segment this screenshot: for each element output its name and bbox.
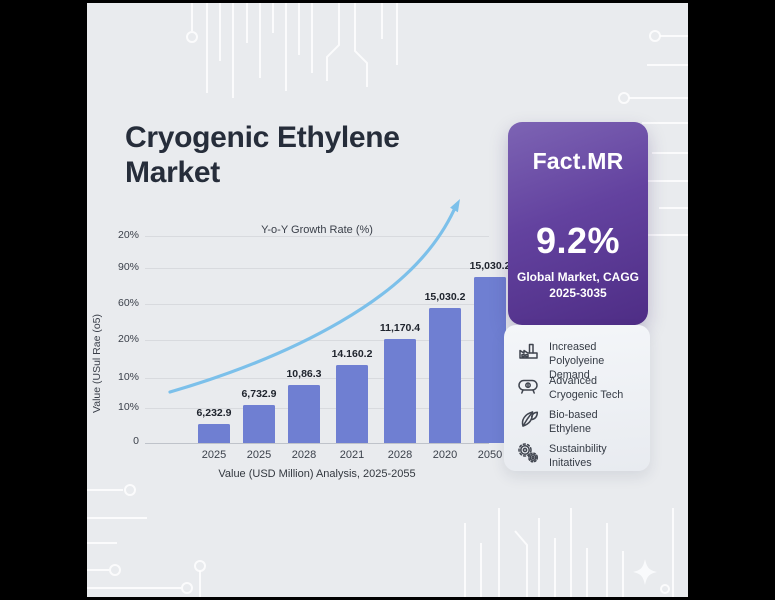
circuit-pattern-decoration: [87, 3, 688, 597]
y-tick-label: 10%: [117, 371, 139, 383]
bar: [429, 308, 461, 443]
gears-icon: [516, 441, 540, 465]
gridline: [145, 378, 489, 379]
bar: [474, 277, 506, 443]
x-tick-label: 2025: [246, 449, 272, 461]
growth-trend-arrow: [168, 199, 460, 394]
highlight-label: Advanced Cryogenic Tech: [549, 375, 624, 402]
cagr-caption-line1: Global Market, CAGG: [516, 270, 640, 284]
highlight-item: Bio-based Ethylene: [516, 406, 640, 437]
bar-value-label: 15,030.2: [469, 260, 511, 272]
bar-value-label: 6,232.9: [196, 407, 232, 419]
cagr-caption: Global Market, CAGG 2025-3035: [508, 270, 648, 301]
brand-logo-text: Fact.MR: [532, 148, 624, 174]
bar-value-label: 10,86.3: [286, 368, 322, 380]
gridline: [145, 236, 489, 237]
x-tick-label: 2020: [432, 449, 458, 461]
bar: [384, 339, 416, 443]
bar-value-label: 11,170.4: [379, 322, 421, 334]
x-tick-label: 2025: [201, 449, 227, 461]
y-tick-label: 20%: [117, 229, 139, 241]
chart-title: Y-o-Y Growth Rate (%): [261, 224, 373, 236]
y-tick-label: 20%: [117, 333, 139, 345]
gridline: [145, 340, 489, 341]
sparkle-decoration: [633, 559, 657, 585]
highlight-label: Increased Polyolyeine Demand: [549, 341, 605, 382]
x-tick-label: 2028: [291, 449, 317, 461]
brand-card: Fact.MR 9.2% Global Market, CAGG 2025-30…: [508, 122, 648, 325]
y-tick-label: 10%: [117, 401, 139, 413]
cagr-caption-line2: 2025-3035: [549, 285, 607, 300]
x-tick-label: 2050: [477, 449, 503, 461]
bar-chart: Y-o-Y Growth Rate (%) Value (USul Rae (o…: [91, 199, 510, 496]
plot-area: 6,232.9 6,732.9 10,86.3 14.160.2 11,170.4 15,…: [145, 218, 510, 444]
cagr-metric: 9.2%: [535, 220, 621, 261]
x-axis-caption: Value (USD Million) Analysis, 2025-2055: [218, 468, 416, 480]
x-tick-label: 2028: [387, 449, 413, 461]
page-title: Cryogenic Ethylene Market: [125, 121, 400, 189]
bar: [336, 365, 368, 443]
infographic-canvas: Cryogenic Ethylene Market Y-o-Y Growth R…: [87, 3, 688, 597]
highlight-label: Bio-based Ethylene: [549, 409, 598, 436]
highlight-label: Sustainbility Initatives: [549, 443, 607, 470]
bar-value-label: 14.160.2: [331, 348, 373, 360]
highlight-item: Sustainbility Initatives: [516, 440, 640, 471]
bar-value-label: 15,030.2: [424, 291, 466, 303]
factory-icon: [516, 339, 540, 363]
y-tick-label: 60%: [117, 297, 139, 309]
x-tick-label: 2021: [339, 449, 365, 461]
gridline: [145, 304, 489, 305]
y-tick-label: 90%: [117, 261, 139, 273]
y-tick-label: 0: [133, 435, 139, 447]
gridline: [145, 268, 489, 269]
highlight-item: Increased Polyolyeine Demand: [516, 338, 640, 381]
highlight-item: Advanced Cryogenic Tech: [516, 372, 640, 403]
bar: [198, 424, 230, 443]
bar: [288, 385, 320, 443]
bar-value-label: 6,732.9: [241, 388, 277, 400]
leaf-icon: [516, 407, 540, 431]
bar: [243, 405, 275, 443]
tank-icon: [516, 373, 540, 397]
highlights-card: Increased Polyolyeine Demand Advanced Cry…: [504, 325, 650, 471]
